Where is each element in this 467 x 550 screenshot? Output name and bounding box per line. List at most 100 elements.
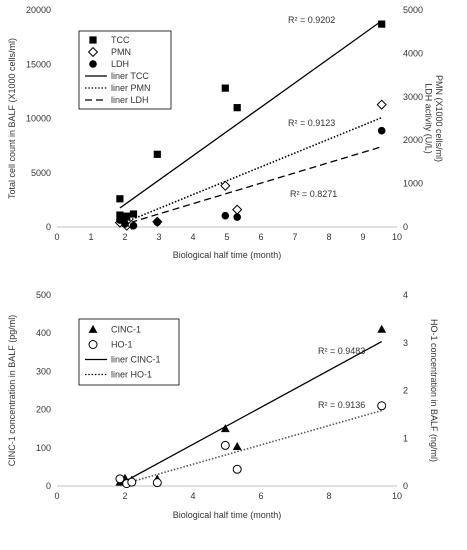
- y-right-tick-label: 3: [403, 338, 408, 348]
- ho-1-point: [377, 401, 387, 411]
- legend-label: liner PMN: [111, 83, 151, 93]
- series-pmn: [114, 99, 387, 231]
- r2-label: R² = 0.8271: [290, 189, 337, 199]
- y-right-tick-label: 3000: [403, 92, 423, 102]
- legend-label: liner HO-1: [111, 370, 152, 380]
- legend-label: LDH: [111, 59, 129, 69]
- pmn-point: [376, 99, 387, 110]
- x-tick-label: 3: [156, 232, 161, 242]
- r2-label: R² = 0.9202: [288, 15, 335, 25]
- cinc-1-point: [377, 324, 387, 333]
- legend-marker: [88, 324, 98, 333]
- x-tick-label: 5: [224, 232, 229, 242]
- y-left-axis-title: CINC-1 concentration in BALF (pg/ml): [7, 315, 17, 467]
- y-right-tick-label: 4000: [403, 48, 423, 58]
- ldh-point: [121, 220, 129, 228]
- x-tick-label: 1: [88, 232, 93, 242]
- series-ho-1: [115, 401, 387, 489]
- x-tick-label: 0: [54, 232, 59, 242]
- legend-box: [78, 30, 172, 110]
- y-right-tick-label: 5000: [403, 5, 423, 15]
- y-right-tick-label: 1: [403, 433, 408, 443]
- x-tick-label: 10: [392, 491, 402, 501]
- r2-label: R² = 0.9483: [318, 346, 365, 356]
- ldh-point: [377, 126, 386, 135]
- legend: TCC PMN LDH liner TCC liner PMN liner LDH: [78, 30, 172, 110]
- ldh-point: [129, 221, 138, 230]
- tcc-point: [116, 211, 124, 219]
- legend-label: CINC-1: [111, 325, 141, 335]
- legend-marker: [88, 340, 98, 349]
- legend-label: TCC: [111, 35, 130, 45]
- tcc-point: [221, 84, 229, 92]
- tcc-point: [123, 212, 131, 220]
- y-right-axis-title-line: LDH activity (U/L): [423, 83, 433, 154]
- y-right-tick-label: 0: [403, 481, 408, 491]
- y-left-tick-label: 10000: [26, 114, 51, 124]
- ho-1-point: [127, 477, 137, 487]
- trendline-liner-cinc-1: [119, 341, 383, 485]
- x-tick-label: 10: [392, 232, 402, 242]
- x-tick-label: 0: [54, 491, 59, 501]
- legend-label: HO-1: [111, 340, 133, 350]
- y-left-tick-label: 15000: [26, 59, 51, 69]
- r2-label: R² = 0.9136: [318, 400, 365, 410]
- legend-marker: [87, 46, 99, 58]
- y-left-tick-label: 500: [36, 290, 51, 300]
- x-tick-label: 4: [190, 232, 195, 242]
- y-right-tick-label: 4: [403, 290, 408, 300]
- cinc-1-point: [232, 442, 242, 451]
- y-right-axis-title-line: PMN (X1000 cells/ml): [434, 75, 444, 162]
- y-right-tick-label: 0: [403, 222, 408, 232]
- pmn-point: [220, 180, 231, 191]
- trendline-liner-tcc: [119, 20, 383, 209]
- y-right-axis-title: PMN (X1000 cells/ml)LDH activity (U/L): [423, 75, 443, 162]
- x-tick-label: 2: [122, 232, 127, 242]
- y-left-tick-label: 0: [46, 222, 51, 232]
- y-right-axis-title: HO-1 concentration in BALF (ng/ml): [429, 319, 439, 462]
- legend-marker: [89, 36, 97, 44]
- legend-label: liner TCC: [111, 71, 149, 81]
- ho-1-point: [115, 474, 125, 484]
- ho-1-point: [152, 478, 162, 488]
- y-right-tick-label: 2: [403, 386, 408, 396]
- x-tick-label: 8: [326, 232, 331, 242]
- series-tcc: [116, 20, 386, 224]
- x-tick-label: 4: [190, 491, 195, 501]
- tcc-point: [129, 210, 138, 218]
- x-axis-title: Biological half time (month): [173, 510, 282, 520]
- legend-label: liner LDH: [111, 95, 149, 105]
- tcc-point: [116, 195, 124, 203]
- legend-label: liner CINC-1: [111, 355, 161, 365]
- tcc-point: [153, 150, 161, 158]
- ho-1-point: [232, 464, 242, 474]
- x-tick-label: 2: [122, 491, 127, 501]
- y-right-tick-label: 2000: [403, 135, 423, 145]
- legend-marker: [89, 60, 97, 68]
- y-left-tick-label: 400: [36, 328, 51, 338]
- trendline-liner-pmn: [119, 116, 383, 226]
- series-ldh: [116, 126, 386, 230]
- legend-label: PMN: [111, 47, 131, 57]
- x-tick-label: 6: [258, 232, 263, 242]
- ldh-point: [233, 213, 241, 221]
- trendline-liner-ho-1: [119, 409, 382, 486]
- cinc-1-point: [220, 424, 230, 433]
- y-right-tick-label: 1000: [403, 179, 423, 189]
- x-tick-label: 8: [326, 491, 331, 501]
- y-left-tick-label: 5000: [31, 168, 51, 178]
- ldh-point: [221, 211, 230, 220]
- chart-1: 0 1 2 3 4 5 6 7 8 9 100500010000150002000001000200…: [7, 5, 444, 260]
- y-left-tick-label: 300: [36, 366, 51, 376]
- tcc-point: [233, 104, 241, 112]
- y-left-tick-label: 20000: [26, 5, 51, 15]
- x-axis-title: Biological half time (month): [173, 250, 282, 260]
- x-tick-label: 9: [360, 232, 365, 242]
- y-left-tick-label: 0: [46, 481, 51, 491]
- tcc-point: [378, 20, 386, 28]
- pmn-point: [232, 204, 243, 215]
- ldh-point: [153, 218, 162, 227]
- y-left-axis-title: Total cell count in BALF (X1000 cells/ml…: [7, 38, 17, 199]
- trendline-liner-ldh: [119, 146, 382, 227]
